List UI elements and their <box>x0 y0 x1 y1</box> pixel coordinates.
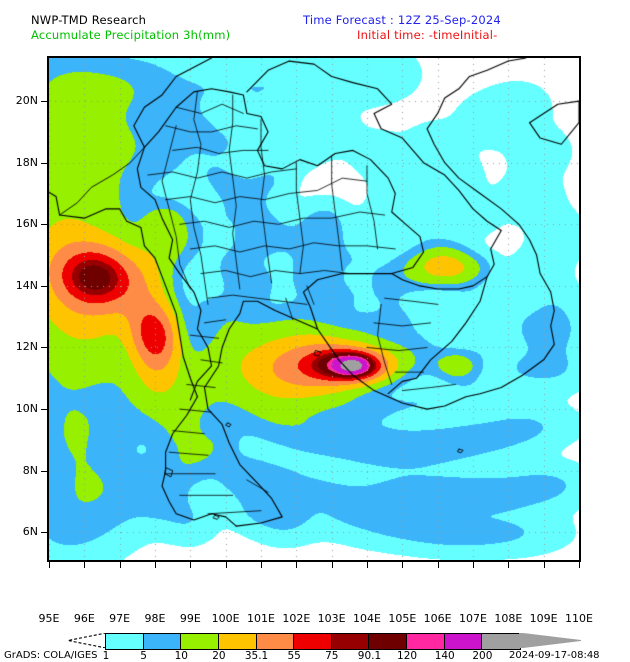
forecast-time-label: Time Forecast : 12Z 25-Sep-2024 <box>303 13 501 27</box>
x-axis-label: 110E <box>565 612 593 625</box>
colorbar-cell <box>444 634 483 649</box>
x-axis-label: 102E <box>282 612 311 625</box>
x-axis-label: 98E <box>144 612 166 625</box>
x-axis-tick <box>155 562 156 568</box>
x-axis-tick <box>402 562 404 568</box>
y-axis-tick <box>41 347 47 349</box>
x-axis-tick <box>579 562 580 568</box>
colorbar-cell <box>181 634 219 649</box>
colorbar-tick-label: 120 <box>397 650 418 662</box>
y-axis-label: 6N <box>22 525 38 539</box>
colorbar-cell <box>143 634 182 649</box>
x-axis-tick <box>225 562 227 568</box>
y-axis-label: 10N <box>15 402 38 416</box>
y-axis-tick <box>41 101 47 103</box>
x-axis-tick <box>296 562 298 568</box>
header-bar: NWP-TMD Research Accumulate Precipitatio… <box>0 0 630 50</box>
x-axis-tick <box>473 562 474 568</box>
initial-time-label: Initial time: -timeInitial- <box>357 28 498 42</box>
x-axis-tick <box>190 562 192 568</box>
render-timestamp: 2024-09-17-08:48 <box>509 650 600 661</box>
x-axis-tick <box>437 562 439 568</box>
y-axis-label: 8N <box>22 463 38 477</box>
map-plot-frame <box>47 56 581 562</box>
colorbar-tick-label: 10 <box>174 650 188 662</box>
colorbar-tick-label: 1 <box>102 650 110 662</box>
colorbar-tick-label: 5 <box>140 650 147 662</box>
y-axis-label: 14N <box>15 278 38 292</box>
x-axis-label: 109E <box>529 612 558 625</box>
colorbar-cell <box>482 634 520 649</box>
x-axis-label: 100E <box>211 612 240 625</box>
y-axis-label: 20N <box>15 94 38 108</box>
x-axis-label: 99E <box>179 612 201 625</box>
x-axis-label: 103E <box>317 612 346 625</box>
colorbar <box>105 633 521 650</box>
y-axis-label: 18N <box>15 155 38 169</box>
y-axis-tick <box>41 162 47 164</box>
grads-credit: GrADS: COLA/IGES <box>4 650 98 661</box>
product-title: Accumulate Precipitation 3h(mm) <box>31 28 231 42</box>
colorbar-over-arrow <box>519 633 581 648</box>
colorbar-cell <box>218 634 257 649</box>
y-axis-label: 12N <box>15 340 38 354</box>
colorbar-cell <box>106 634 144 649</box>
x-axis-tick <box>261 562 262 568</box>
colorbar-tick-label: 90.1 <box>357 650 382 662</box>
colorbar-cell <box>369 634 407 649</box>
y-axis-tick <box>41 409 47 411</box>
colorbar-tick-label: 35.1 <box>244 650 269 662</box>
x-axis-label: 107E <box>459 612 487 625</box>
y-axis-tick <box>41 470 47 472</box>
x-axis-tick <box>84 562 86 568</box>
x-axis-label: 95E <box>38 612 60 625</box>
x-axis-tick <box>367 562 368 568</box>
x-axis-label: 96E <box>73 612 95 625</box>
x-axis-tick <box>543 562 545 568</box>
colorbar-cell <box>331 634 370 649</box>
colorbar-tick-label: 20 <box>212 650 226 662</box>
y-axis-label: 16N <box>15 217 38 231</box>
colorbar-tick-label: 200 <box>472 650 493 662</box>
x-axis-tick <box>331 562 333 568</box>
x-axis-label: 101E <box>247 612 275 625</box>
y-axis-tick <box>41 285 47 287</box>
x-axis-label: 97E <box>109 612 131 625</box>
colorbar-under-arrow <box>68 633 106 648</box>
organization-title: NWP-TMD Research <box>31 13 147 27</box>
colorbar-cell <box>256 634 295 649</box>
x-axis-label: 108E <box>494 612 523 625</box>
x-axis-tick <box>508 562 510 568</box>
colorbar-cell <box>294 634 332 649</box>
colorbar-tick-label: 75 <box>325 650 339 662</box>
x-axis-tick <box>119 562 121 568</box>
colorbar-tick-label: 140 <box>434 650 455 662</box>
colorbar-cell <box>407 634 445 649</box>
x-axis-tick <box>49 562 50 568</box>
x-axis-label: 104E <box>353 612 381 625</box>
x-axis-label: 106E <box>423 612 452 625</box>
x-axis-label: 105E <box>388 612 417 625</box>
precipitation-map <box>49 58 579 560</box>
y-axis-tick <box>41 224 47 226</box>
y-axis-tick <box>41 532 47 534</box>
colorbar-tick-label: 55 <box>287 650 301 662</box>
